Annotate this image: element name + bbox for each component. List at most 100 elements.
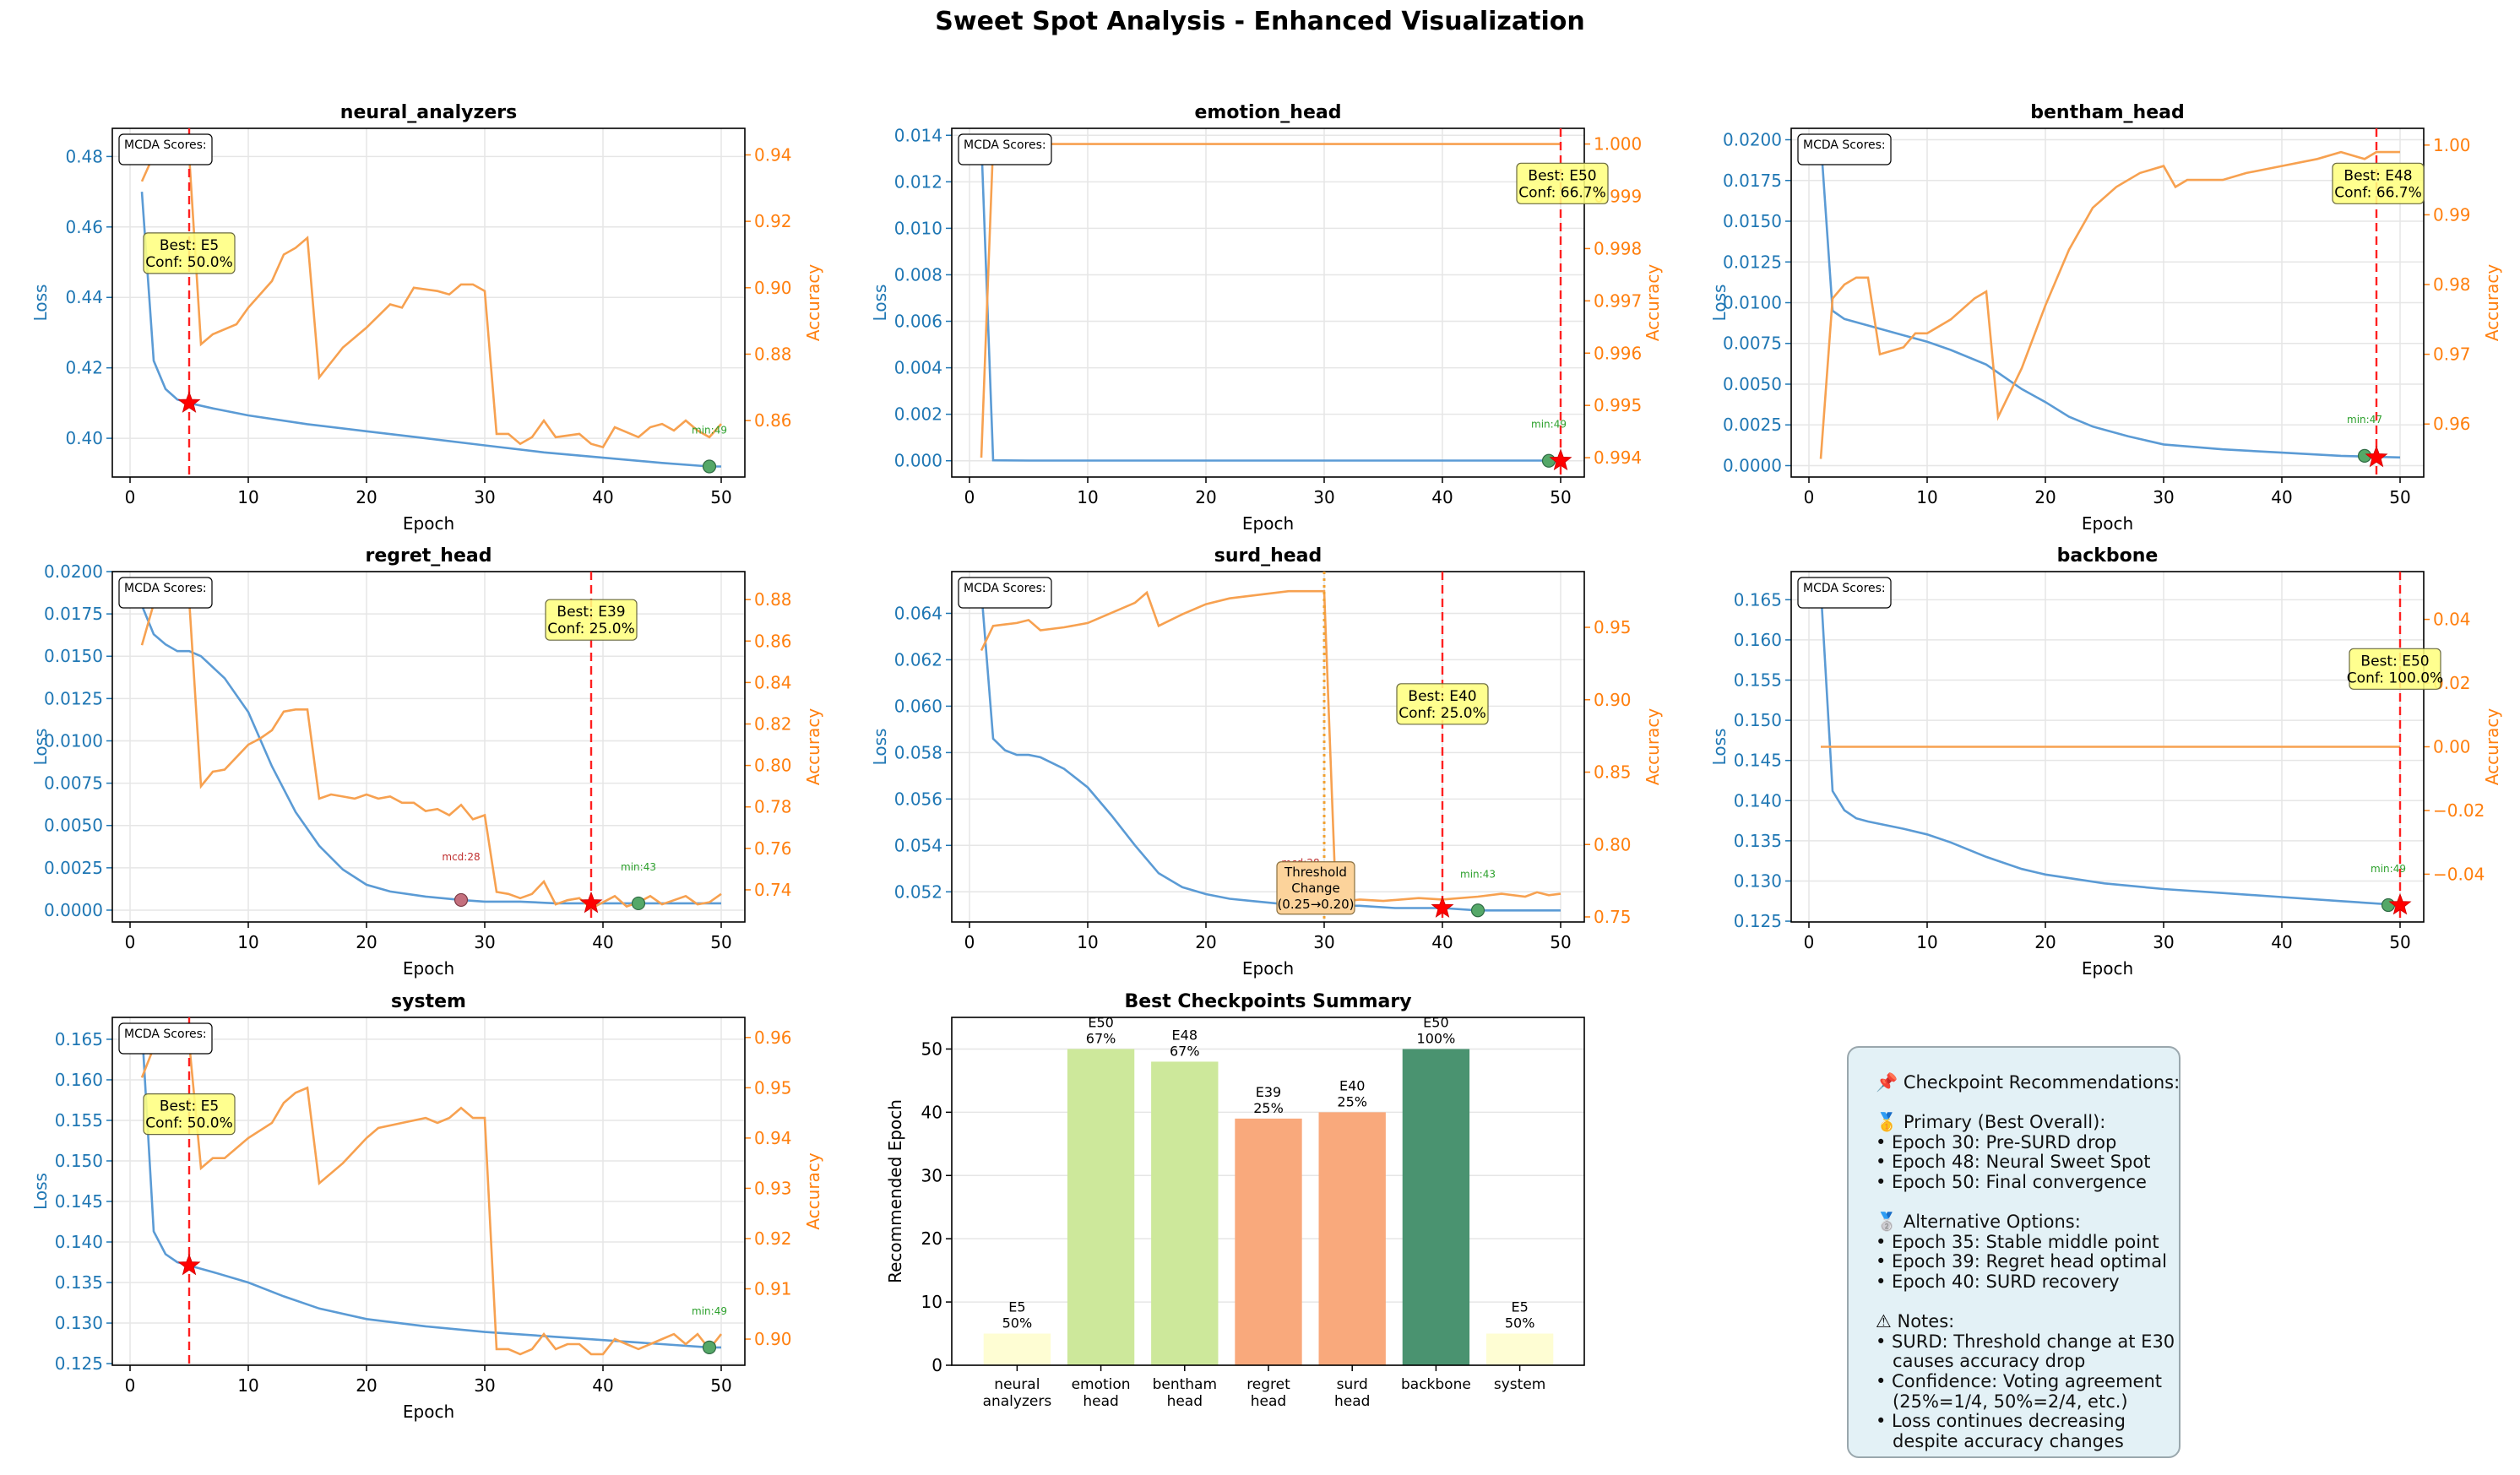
chart-panel-bentham-head: 0 10 20 30 40 50 0.0000 0.0025 0.0050 0.0075 0.010…	[1709, 102, 2502, 534]
x-tick-label: 40	[592, 1375, 613, 1396]
best-epoch-box	[1396, 683, 1489, 725]
y-tick-label-right: 0.92	[754, 211, 792, 231]
y-tick-label-right: 0.997	[1594, 290, 1642, 311]
y-tick-label-right: 0.84	[754, 672, 792, 692]
best-confidence-label: Conf: 66.7%	[1518, 184, 1606, 201]
x-tick-label: 30	[474, 932, 495, 952]
axes-frame	[1790, 127, 2425, 478]
min-loss-label: min:47	[2347, 414, 2382, 426]
y-tick-label-right: 1.000	[1594, 134, 1642, 155]
mcda-badge-label: MCDA Scores:	[124, 1028, 207, 1041]
x-tick-label: 50	[710, 932, 731, 952]
bar-0	[983, 1333, 1051, 1365]
y-tick-label-left: 0.0200	[1723, 130, 1782, 150]
y-tick-label-right: 0.998	[1594, 238, 1642, 258]
y-axis-label-right: Accuracy	[2482, 708, 2502, 785]
recommendation-line: despite accuracy changes	[1876, 1430, 2124, 1451]
recommendation-line: • Loss continues decreasing	[1876, 1411, 2126, 1432]
loss-series-line	[1819, 139, 2401, 459]
x-tick-label: 40	[592, 487, 613, 507]
loss-series-line	[980, 139, 1561, 462]
x-tick-label: backbone	[1401, 1376, 1471, 1393]
y-tick-label-left: 0.064	[894, 603, 942, 623]
chart-title: Best Checkpoints Summary	[1124, 991, 1411, 1012]
recommendation-line: 📌 Checkpoint Recommendations:	[1876, 1072, 2181, 1093]
best-star-marker	[2365, 445, 2388, 468]
x-tick-label: 20	[356, 487, 377, 507]
y-tick-label-right: 0.92	[754, 1228, 792, 1249]
recommendation-line: • Epoch 48: Neural Sweet Spot	[1876, 1152, 2151, 1173]
best-star-marker	[1549, 448, 1572, 471]
y-tick-label-left: 0.135	[1734, 831, 1782, 851]
best-confidence-label: Conf: 50.0%	[145, 254, 233, 271]
x-tick-label: 20	[2034, 487, 2056, 507]
y-tick-label-right: 0.95	[754, 1077, 792, 1098]
x-tick-label: head	[1167, 1393, 1203, 1410]
bar-value-label: E40	[1339, 1077, 1365, 1093]
bar-percent-label: 25%	[1337, 1093, 1367, 1109]
y-tick-label-left: 0.0000	[1723, 455, 1782, 475]
y-tick-label-left: 0.140	[1734, 790, 1782, 811]
best-confidence-label: Conf: 25.0%	[547, 621, 635, 637]
x-tick-label: 0	[125, 932, 136, 952]
y-axis-label-right: Accuracy	[1643, 264, 1663, 341]
best-star-marker	[2388, 892, 2412, 915]
mcda-badge	[118, 577, 213, 609]
x-tick-label: 50	[2389, 487, 2410, 507]
y-tick-label-left: 0.140	[55, 1232, 103, 1252]
x-tick-label: 10	[1916, 932, 1937, 952]
best-epoch-box	[143, 1093, 236, 1136]
min-loss-dot	[702, 1340, 717, 1354]
best-epoch-label: Best: E48	[2343, 167, 2412, 184]
y-axis-label-left: Loss	[30, 729, 51, 766]
axes-frame	[111, 127, 746, 478]
y-tick-label-left: 0.155	[55, 1110, 103, 1131]
y-tick-label-left: 0.165	[55, 1029, 103, 1049]
y-tick-label-left: 0.0150	[44, 646, 103, 666]
recommendation-line: • Epoch 35: Stable middle point	[1876, 1231, 2159, 1252]
y-tick-label-left: 0.054	[894, 835, 942, 855]
chart-panel-system: 0 10 20 30 40 50 0.125 0.130 0.135 0.140 0.145 0.15…	[30, 991, 823, 1422]
y-tick-label-right: 0.90	[754, 1329, 792, 1349]
mcda-badge-label: MCDA Scores:	[1803, 138, 1886, 152]
min-loss-label: min:43	[1460, 868, 1496, 880]
best-epoch-box	[143, 232, 236, 274]
x-tick-label: 10	[237, 1375, 258, 1396]
x-tick-label: analyzers	[983, 1393, 1052, 1410]
x-tick-label: emotion	[1072, 1376, 1131, 1393]
bar-value-label: E50	[1423, 1014, 1448, 1030]
x-tick-label: 40	[2271, 932, 2292, 952]
chart-panel-neural-analyzers: 0 10 20 30 40 50 0.40 0.42 0.44 0.46 0.48 0.86 0.88 0…	[30, 102, 823, 534]
chart-title: backbone	[2057, 545, 2159, 567]
y-tick-label-right: 0.95	[1594, 617, 1632, 637]
min-loss-dot	[631, 896, 646, 911]
threshold-change-label: Threshold	[1284, 865, 1347, 880]
y-tick-label-left: 0.010	[894, 218, 942, 238]
y-tick-label-right: −0.02	[2433, 800, 2485, 821]
x-tick-label: 30	[474, 1375, 495, 1396]
recommendation-line: • Epoch 40: SURD recovery	[1876, 1271, 2120, 1292]
x-tick-label: 50	[710, 487, 731, 507]
y-tick-label-right: 0.04	[2433, 610, 2471, 630]
x-tick-label: system	[1494, 1376, 1545, 1393]
mcda-badge-label: MCDA Scores:	[964, 582, 1046, 595]
chart-panel-backbone: 0 10 20 30 40 50 0.125 0.130 0.135 0.140 0.145 0.15…	[1709, 545, 2502, 979]
x-axis-label: Epoch	[403, 513, 454, 534]
loss-series-line	[1819, 587, 2401, 907]
y-tick-label-left: 0.004	[894, 358, 942, 378]
y-tick-label-left: 0.008	[894, 264, 942, 285]
y-tick-label-left: 0.125	[55, 1353, 103, 1374]
recommendation-line: (25%=1/4, 50%=2/4, etc.)	[1876, 1391, 2128, 1412]
y-tick-label: 30	[921, 1165, 942, 1185]
recommendation-line	[1876, 1093, 2162, 1114]
y-tick-label-left: 0.0175	[44, 604, 103, 624]
recommendation-line: • Epoch 30: Pre-SURD drop	[1876, 1131, 2117, 1152]
x-tick-label: 50	[2389, 932, 2410, 952]
y-tick-label-right: 0.80	[754, 756, 792, 776]
y-tick-label-left: 0.0175	[1723, 171, 1782, 191]
best-epoch-box	[545, 599, 638, 641]
loss-series-line	[140, 192, 721, 468]
y-tick-label-left: 0.155	[1734, 670, 1782, 690]
x-tick-label: 10	[1077, 932, 1098, 952]
best-star-marker	[177, 1253, 201, 1276]
